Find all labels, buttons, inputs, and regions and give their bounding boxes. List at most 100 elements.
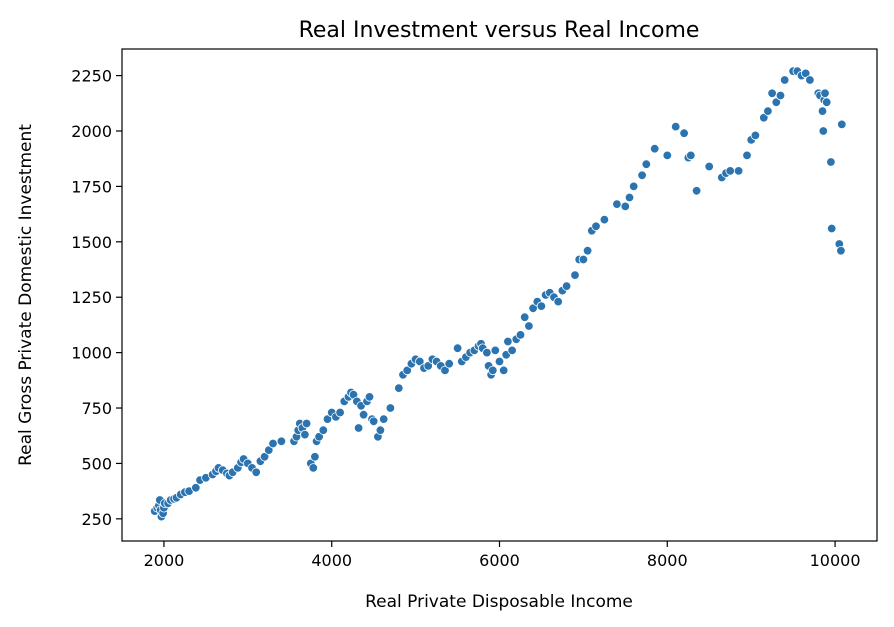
x-tick-label: 10000 xyxy=(810,551,861,570)
data-point xyxy=(524,321,534,331)
data-point xyxy=(499,365,509,376)
data-point xyxy=(415,356,425,367)
data-point xyxy=(318,425,329,435)
data-point xyxy=(385,403,396,413)
data-point xyxy=(801,68,811,79)
x-tick-label: 8000 xyxy=(647,551,688,570)
data-point xyxy=(379,414,389,424)
data-point xyxy=(301,418,312,429)
data-point xyxy=(582,245,593,256)
data-point xyxy=(553,296,563,307)
plot-frame xyxy=(121,48,878,542)
y-axis-label: Real Gross Private Domestic Investment xyxy=(16,124,36,466)
data-point xyxy=(827,223,837,234)
data-point xyxy=(826,157,836,167)
data-point xyxy=(650,143,660,154)
data-point xyxy=(817,106,828,116)
data-point xyxy=(276,436,287,447)
data-point xyxy=(570,270,580,280)
y-tick-label: 2000 xyxy=(71,122,112,141)
y-tick-label: 1500 xyxy=(71,233,112,252)
y-tick-label: 500 xyxy=(81,454,112,473)
data-point xyxy=(771,97,782,107)
data-point xyxy=(733,166,744,176)
data-point xyxy=(686,150,696,161)
data-point xyxy=(358,410,369,420)
data-point xyxy=(750,130,761,141)
data-point xyxy=(482,347,492,358)
data-point xyxy=(353,423,364,433)
data-point xyxy=(662,150,673,161)
data-point xyxy=(515,330,526,340)
x-tick-label: 6000 xyxy=(479,551,520,570)
data-point xyxy=(775,90,786,101)
y-tick-label: 1250 xyxy=(71,288,112,307)
data-point xyxy=(507,345,517,356)
data-point xyxy=(520,312,530,322)
data-point xyxy=(310,452,320,462)
data-point xyxy=(780,75,790,85)
data-point xyxy=(591,221,601,232)
data-point xyxy=(423,361,433,371)
data-point xyxy=(822,97,832,107)
data-point xyxy=(578,254,589,265)
x-tick-label: 2000 xyxy=(144,551,185,570)
data-point xyxy=(490,345,501,356)
data-point xyxy=(494,356,505,367)
data-point xyxy=(314,432,324,442)
data-point xyxy=(375,425,386,435)
x-axis-label: Real Private Disposable Income xyxy=(365,592,633,612)
data-point xyxy=(452,343,463,353)
data-point xyxy=(335,407,345,418)
data-point xyxy=(191,483,201,493)
data-point xyxy=(742,150,752,161)
data-point xyxy=(268,438,278,449)
data-point xyxy=(264,445,274,455)
data-point xyxy=(369,416,379,427)
data-point xyxy=(364,392,375,402)
data-point xyxy=(679,128,689,138)
data-point xyxy=(612,199,622,209)
scatter-points xyxy=(149,66,847,522)
data-point xyxy=(440,365,450,376)
y-tick-label: 1750 xyxy=(71,177,112,196)
data-point xyxy=(503,336,513,347)
data-point xyxy=(300,429,310,440)
data-point xyxy=(759,112,769,123)
data-point xyxy=(536,301,547,311)
data-point xyxy=(637,170,647,181)
data-point xyxy=(805,75,815,85)
data-point xyxy=(691,186,702,196)
data-point xyxy=(836,245,846,256)
data-point xyxy=(725,166,735,176)
data-point xyxy=(444,359,454,369)
chart-title: Real Investment versus Real Income xyxy=(299,18,700,43)
data-point xyxy=(767,88,777,99)
data-point xyxy=(402,365,412,376)
data-point xyxy=(641,159,652,169)
y-tick-label: 2250 xyxy=(71,67,112,86)
data-point xyxy=(671,121,681,132)
data-point xyxy=(763,106,773,116)
data-point xyxy=(818,126,829,136)
x-tick-label: 4000 xyxy=(311,551,352,570)
data-point xyxy=(259,452,270,462)
data-point xyxy=(599,214,610,225)
x-axis-ticks: 2000 4000 6000 8000 10000 xyxy=(144,541,861,570)
data-point xyxy=(251,467,261,478)
data-point xyxy=(308,463,319,473)
data-point xyxy=(624,192,635,203)
data-point xyxy=(820,88,830,99)
y-tick-label: 250 xyxy=(81,510,112,529)
y-tick-label: 1000 xyxy=(71,344,112,363)
y-tick-label: 750 xyxy=(81,399,112,418)
data-point xyxy=(837,119,847,130)
data-point xyxy=(629,181,639,192)
data-point xyxy=(704,161,714,172)
data-point xyxy=(561,281,572,291)
data-point xyxy=(488,365,498,376)
data-point xyxy=(394,383,404,393)
data-point xyxy=(620,201,631,212)
y-axis-ticks: 250 500 750 1000 1250 1500 1750 2000 2250 xyxy=(71,67,122,529)
